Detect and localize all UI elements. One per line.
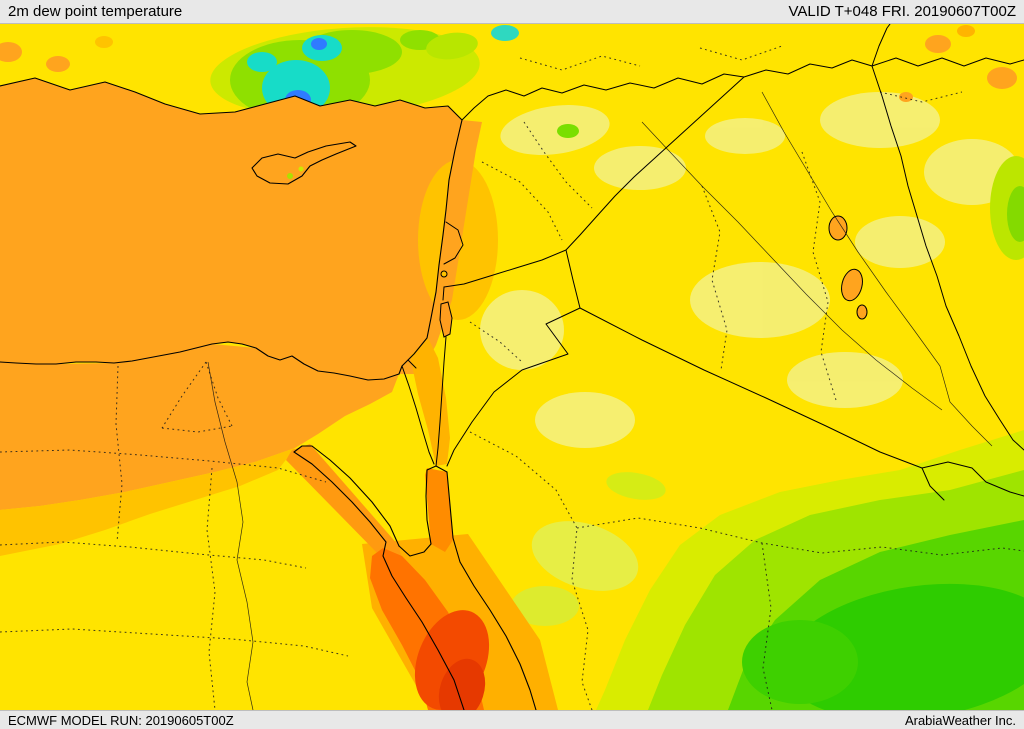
sinai-south-tip [398,543,432,557]
dead-sea [439,301,453,338]
gaza-strip-line [407,359,417,369]
jordan-valley-orange [410,338,450,466]
levant-coastline [398,119,463,375]
red-sea-east-coastline [452,537,537,710]
valid-time-label: VALID T+048 FRI. 20190607T00Z [788,3,1017,20]
coastlines [0,77,537,710]
levant-coastal-orange [399,120,482,374]
yellow-green-tendrils [511,472,666,626]
small-orange-spots [0,25,1017,102]
right-edge-green-patch [990,156,1024,260]
rivers [207,91,993,710]
israel-jordan-border [435,286,447,467]
nile-river [207,361,254,710]
jordan-saudi-border [446,307,581,467]
turkey-south-border [461,57,1024,121]
gulf-aqaba-west-shore [425,469,432,545]
jordan-iraq-border [565,249,581,309]
israel-egypt-border [401,365,435,465]
kuwait-border [921,461,1024,501]
mediterranean-sea [0,78,462,380]
jordan-syria-border [443,249,567,288]
egypt-coastline [0,341,400,381]
iran-iraq-border [871,65,1024,451]
tigris-river [761,91,993,447]
lebanon-border [443,221,464,265]
sea-of-galilee [440,270,448,278]
turkey-iran-border [871,24,891,67]
egypt-orange-fringe [0,448,295,556]
cyprus-island [251,141,357,185]
country-borders [401,24,1024,501]
model-run-label: ECMWF MODEL RUN: 20190605T00Z [8,712,234,728]
iraq-saudi-border [579,307,923,469]
provider-credit: ArabiaWeather Inc. [904,712,1016,728]
admin-boundaries-dotted [0,45,1024,710]
header-bar: 2m dew point temperature VALID T+048 FRI… [0,0,1024,24]
map-title: 2m dew point temperature [8,3,183,20]
egypt-north-orange [0,344,399,510]
gulf-suez-west-shore [293,451,465,710]
map-canvas [0,24,1024,710]
green-region-saudi [596,430,1024,710]
map-svg [0,24,1024,710]
footer-bar: ECMWF MODEL RUN: 20190605T00Z ArabiaWeat… [0,710,1024,729]
iraqi-lakes [828,215,868,320]
euphrates-river [641,121,943,411]
turkey-coastline [0,77,463,121]
syria-iraq-border [565,76,745,251]
gulf-of-aqaba [425,468,453,552]
turkey-cool-pockets [210,25,579,138]
gulf-aqaba-east-shore [446,471,454,539]
gulf-suez-east-shore [293,445,400,547]
gulf-of-suez [286,444,402,562]
